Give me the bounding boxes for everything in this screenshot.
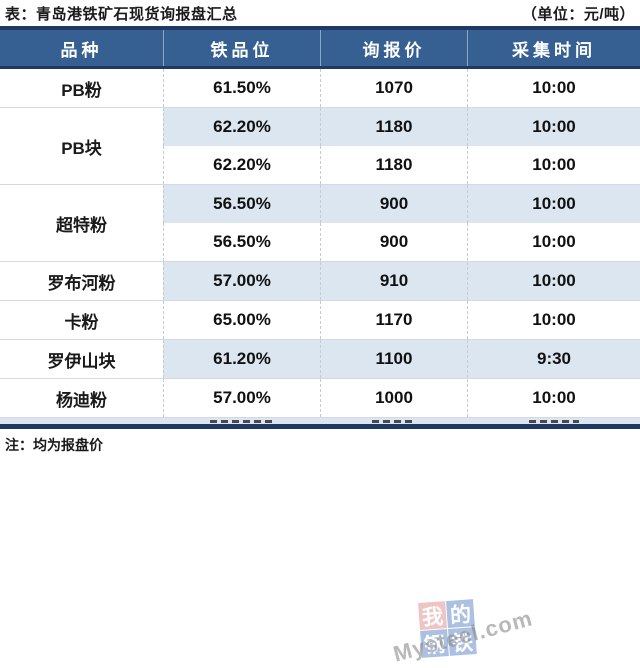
mysteel-logo-char: 钢 [420, 629, 449, 658]
variety-group: 罗布河粉 57.00% 910 10:00 [0, 261, 640, 300]
mysteel-logo-grid: 我的钢铁 [418, 599, 478, 659]
price-table: 品种 铁品位 询报价 采集时间 PB粉 61.50% 1070 10:00 PB块 62.20%… [0, 26, 640, 667]
footnote: 注：均为报盘价 [5, 437, 103, 453]
variety-cell: PB块 [0, 108, 163, 184]
table-title: 表：青岛港铁矿石现货询报盘汇总 [5, 5, 238, 23]
group-subrows: 57.00% 910 10:00 [163, 262, 640, 300]
price-cell: 1000 [320, 379, 467, 417]
variety-cell: 杨迪粉 [0, 379, 163, 417]
column-header-3: 采集时间 [467, 30, 640, 66]
column-header-1: 铁品位 [163, 30, 320, 66]
variety-group: 罗伊山块 61.20% 1100 9:30 [0, 339, 640, 378]
clipped-cell-fragment [209, 420, 274, 423]
time-cell: 10:00 [467, 69, 640, 107]
table-body: PB粉 61.50% 1070 10:00 PB块 62.20% 1180 10:00 62.2… [0, 69, 640, 417]
clipped-cell-fragment [371, 420, 416, 423]
table-row: 57.00% 1000 10:00 [163, 379, 640, 417]
group-subrows: 65.00% 1170 10:00 [163, 301, 640, 339]
time-cell: 10:00 [467, 185, 640, 223]
variety-cell: 罗布河粉 [0, 262, 163, 300]
variety-cell: 罗伊山块 [0, 340, 163, 378]
price-cell: 1170 [320, 301, 467, 339]
unit-label: （单位：元/吨） [521, 5, 635, 23]
group-subrows: 62.20% 1180 10:00 62.20% 1180 10:00 [163, 108, 640, 184]
variety-group: PB粉 61.50% 1070 10:00 [0, 69, 640, 107]
price-cell: 1070 [320, 69, 467, 107]
mysteel-brand-text: Mysteel.com [390, 605, 536, 667]
grade-cell: 62.20% [163, 146, 320, 184]
grade-cell: 61.50% [163, 69, 320, 107]
table-row: 56.50% 900 10:00 [163, 185, 640, 223]
table-row: 61.50% 1070 10:00 [163, 69, 640, 107]
price-cell: 900 [320, 185, 467, 223]
time-cell: 10:00 [467, 379, 640, 417]
grade-cell: 57.00% [163, 262, 320, 300]
time-cell: 10:00 [467, 146, 640, 184]
price-cell: 1100 [320, 340, 467, 378]
table-row: 62.20% 1180 10:00 [163, 146, 640, 184]
time-cell: 10:00 [467, 262, 640, 300]
time-cell: 10:00 [467, 108, 640, 146]
grade-cell: 65.00% [163, 301, 320, 339]
table-header-row: 品种 铁品位 询报价 采集时间 [0, 30, 640, 69]
variety-group: 杨迪粉 57.00% 1000 10:00 [0, 378, 640, 417]
column-header-0: 品种 [60, 40, 103, 60]
price-cell: 1180 [320, 146, 467, 184]
variety-group: 超特粉 56.50% 900 10:00 56.50% 900 10:00 [0, 184, 640, 261]
time-cell: 10:00 [467, 223, 640, 261]
clipped-cell-fragment [48, 420, 116, 423]
time-cell: 9:30 [467, 340, 640, 378]
group-subrows: 61.20% 1100 9:30 [163, 340, 640, 378]
grade-cell: 57.00% [163, 379, 320, 417]
time-cell: 10:00 [467, 301, 640, 339]
title-bar: 表：青岛港铁矿石现货询报盘汇总 （单位：元/吨） [0, 0, 640, 26]
grade-cell: 56.50% [163, 185, 320, 223]
variety-group: PB块 62.20% 1180 10:00 62.20% 1180 10:00 [0, 107, 640, 184]
price-cell: 900 [320, 223, 467, 261]
group-subrows: 57.00% 1000 10:00 [163, 379, 640, 417]
grade-cell: 56.50% [163, 223, 320, 261]
variety-cell: PB粉 [0, 69, 163, 107]
clipped-partial-row [0, 417, 640, 424]
grade-cell: 61.20% [163, 340, 320, 378]
table-row: 65.00% 1170 10:00 [163, 301, 640, 339]
table-row: 56.50% 900 10:00 [163, 223, 640, 261]
variety-group: 卡粉 65.00% 1170 10:00 [0, 300, 640, 339]
mysteel-logo-char: 的 [446, 599, 475, 629]
price-cell: 1180 [320, 108, 467, 146]
table-row: 62.20% 1180 10:00 [163, 108, 640, 146]
table-row: 61.20% 1100 9:30 [163, 340, 640, 378]
variety-cell: 卡粉 [0, 301, 163, 339]
clipped-cell-fragment [528, 420, 579, 423]
table-row: 57.00% 910 10:00 [163, 262, 640, 300]
mysteel-logo-char: 铁 [448, 627, 477, 656]
group-subrows: 56.50% 900 10:00 56.50% 900 10:00 [163, 185, 640, 261]
grade-cell: 62.20% [163, 108, 320, 146]
mysteel-logo-char: 我 [418, 601, 447, 630]
group-subrows: 61.50% 1070 10:00 [163, 69, 640, 107]
variety-cell: 超特粉 [0, 185, 163, 261]
column-header-2: 询报价 [320, 30, 467, 66]
price-cell: 910 [320, 262, 467, 300]
